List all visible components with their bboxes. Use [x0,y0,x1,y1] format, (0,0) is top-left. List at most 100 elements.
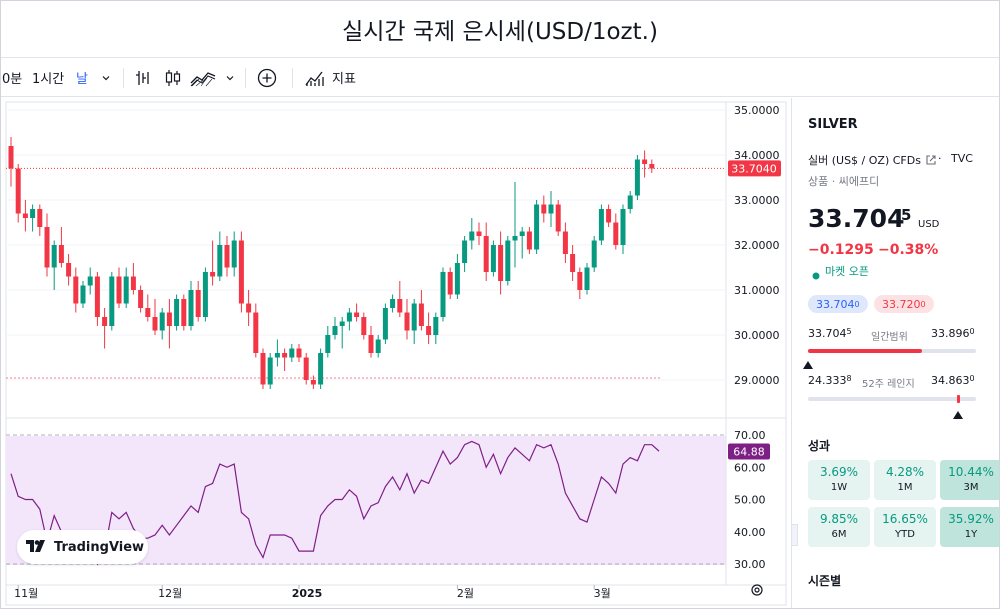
candle [94,272,100,326]
52w-range-label: 52주 레인지 [862,379,915,390]
tradingview-logo[interactable]: TradingView [17,530,148,564]
symbol-description: 실버 (US$ / OZ) CFDs [808,154,921,167]
rsi-axis-tick-label: 60.00 [734,461,766,474]
market-open-dot-icon [812,265,820,284]
day-range-label: 일간범위 [871,332,908,343]
external-link-icon[interactable] [925,151,937,170]
performance-tile[interactable]: 4.28% 1M [874,460,936,500]
candle [310,375,316,389]
candle [282,348,288,371]
time-axis-label: 2025 [292,587,323,600]
52w-range-low: 24.3338 [808,374,852,387]
candle [433,312,439,344]
candle [296,344,302,362]
candle [390,294,396,313]
symbol-category: 상품 · 씨에프디 [808,175,880,188]
candle [102,308,108,349]
candle [606,204,612,227]
day-range-fill [808,349,923,353]
current-rsi-label: 64.88 [728,443,770,460]
candle [346,308,352,331]
seasonal-title: 시즌별 [808,574,842,588]
candle [166,299,172,349]
interval-day-button[interactable]: 날 [76,72,88,87]
candle [66,254,72,286]
candle [541,195,547,223]
performance-tile[interactable]: 3.69% 1W [808,460,870,500]
candle [138,285,144,313]
candle [447,267,453,299]
price-axis-tick-label: 35.0000 [734,104,780,117]
52w-range-high: 34.8630 [931,374,975,387]
settings-gear-icon[interactable] [751,584,763,596]
candle [274,339,280,367]
candle [238,231,244,313]
compare-add-icon[interactable] [257,58,277,97]
performance-tile[interactable]: 35.92% 1Y [940,507,1000,547]
time-axis-label: 11월 [14,587,38,600]
candle [267,353,273,389]
candle [404,299,410,340]
52w-range-marker-icon [952,404,963,423]
price-axis-tick-label: 34.0000 [734,149,780,162]
candle [181,294,187,331]
candle [159,308,165,340]
candle [483,222,489,281]
sidebar-scroll-handle[interactable] [792,524,798,546]
candle [109,272,115,331]
performance-tile[interactable]: 10.44% 3M [940,460,1000,500]
interval-button-partial[interactable]: 0분 [2,72,23,87]
candle [620,204,626,254]
data-source[interactable]: TVC [951,152,973,165]
candle [375,335,381,358]
time-axis-label: 12월 [158,587,182,600]
candle [598,204,604,245]
candle [505,236,511,286]
candle [469,218,475,250]
candle [188,281,194,331]
candle [534,200,540,254]
tradingview-logo-icon [26,540,45,552]
price-currency: USD [918,219,940,230]
indicators-icon[interactable] [305,58,325,97]
candle [145,294,151,322]
rsi-axis-tick-label: 50.00 [734,494,766,507]
candle [44,213,50,277]
candle [577,267,583,299]
interval-dropdown-chevron-icon[interactable] [100,58,112,97]
bar-style-icon[interactable] [134,58,152,97]
tradingview-logo-text: TradingView [54,539,145,555]
candle [22,200,28,232]
candle [426,312,432,344]
price-chart[interactable]: 35.0000 34.0000 33.0000 32.0000 31.0000 30.00… [0,98,790,609]
candle [591,236,597,272]
candle [217,231,223,281]
area-style-icon[interactable] [190,58,216,97]
candle [411,299,417,344]
performance-tile[interactable]: 16.65% YTD [874,507,936,547]
candle [130,263,136,295]
symbol-name[interactable]: SILVER [808,117,858,132]
52w-range-fill [956,395,960,403]
candle [210,240,216,286]
performance-title: 성과 [808,439,831,453]
price-change: −0.1295 [808,242,874,258]
candle [613,213,619,250]
candle-style-icon[interactable] [164,58,182,97]
chart-area[interactable]: 35.0000 34.0000 33.0000 32.0000 31.0000 30.00… [0,98,790,609]
candle [627,191,633,214]
indicators-button[interactable]: 지표 [332,72,356,87]
rsi-line [10,440,660,566]
candle [123,267,129,308]
interval-1h-button[interactable]: 1시간 [32,72,65,87]
candle [519,227,525,259]
candle [382,303,388,344]
candle [51,240,57,290]
candle [354,303,360,322]
chart-style-dropdown-chevron-icon[interactable] [224,58,236,97]
performance-tile[interactable]: 9.85% 6M [808,507,870,547]
candle [526,227,532,254]
candle [260,348,266,389]
candle [397,281,403,317]
candle [361,312,367,340]
